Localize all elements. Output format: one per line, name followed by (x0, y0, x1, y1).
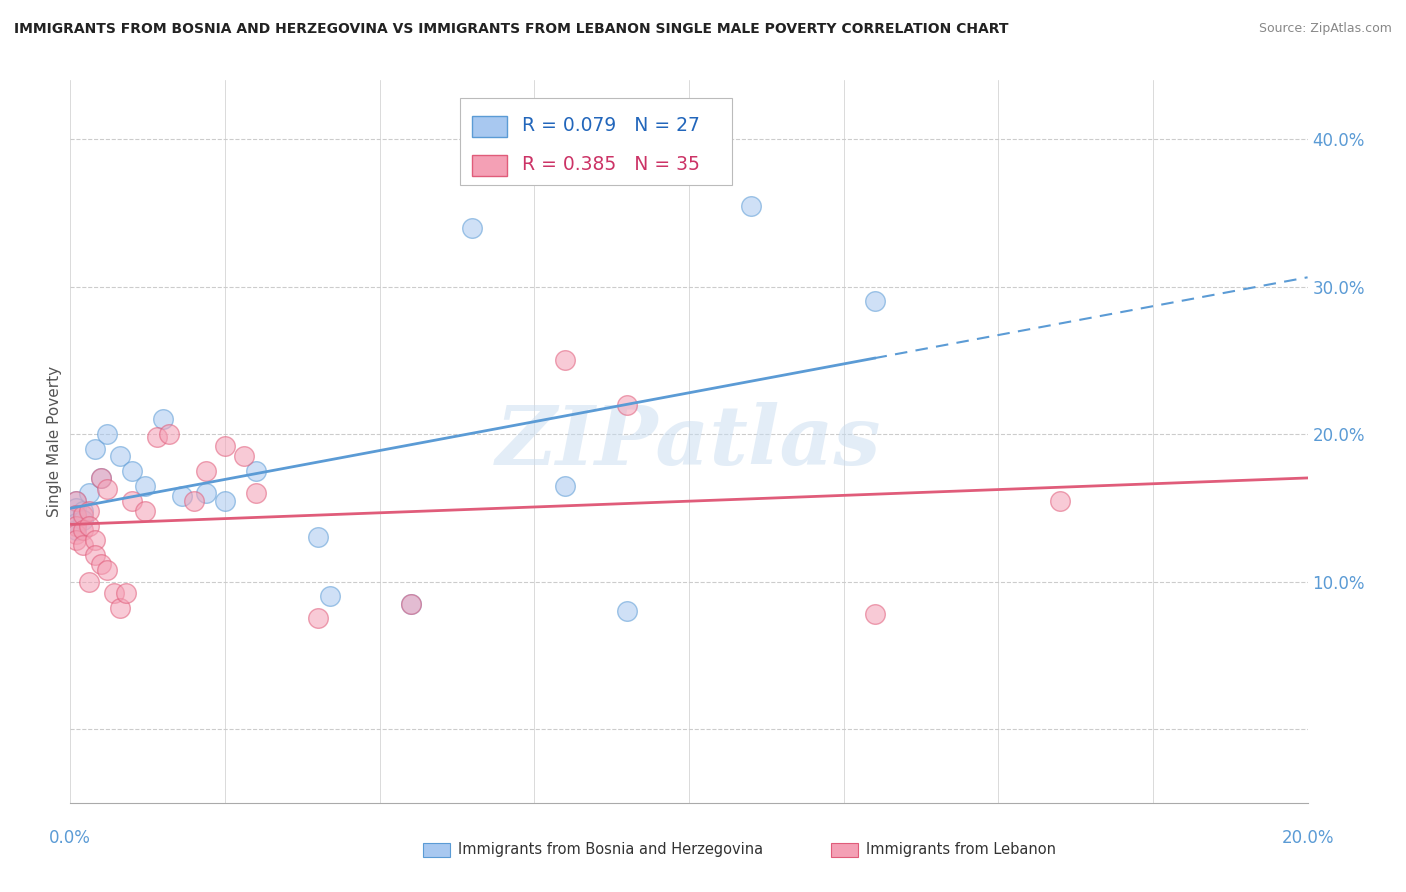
Point (108, 450, 131, 464)
Point (72, 508, 94, 523)
Point (554, 353, 576, 368)
Point (399, 597, 422, 611)
Point (307, 530, 329, 544)
Text: R = 0.079   N = 27: R = 0.079 N = 27 (522, 116, 700, 136)
Point (77, 518, 100, 533)
Point (115, 586, 138, 600)
Point (65, 500, 87, 515)
Point (863, 294, 886, 309)
Point (134, 504, 156, 518)
Point (65, 533, 87, 548)
Point (65, 527, 87, 541)
Point (245, 464, 267, 478)
Point (90, 471, 112, 485)
Point (77, 486, 100, 500)
FancyBboxPatch shape (831, 843, 859, 857)
Text: IMMIGRANTS FROM BOSNIA AND HERZEGOVINA VS IMMIGRANTS FROM LEBANON SINGLE MALE PO: IMMIGRANTS FROM BOSNIA AND HERZEGOVINA V… (14, 22, 1008, 37)
Point (146, 430, 169, 444)
Point (65, 493, 87, 508)
Point (307, 611, 329, 625)
Point (121, 464, 143, 478)
Point (245, 486, 267, 500)
Point (72, 538, 94, 552)
Text: Immigrants from Bosnia and Herzegovina: Immigrants from Bosnia and Herzegovina (457, 842, 762, 857)
Point (134, 479, 156, 493)
Point (72, 504, 94, 518)
Point (77, 504, 100, 518)
Point (90, 557, 112, 571)
Point (183, 493, 205, 508)
Point (863, 607, 886, 621)
Point (232, 450, 254, 464)
Point (461, 220, 484, 235)
Point (72, 523, 94, 537)
Point (170, 489, 193, 503)
Point (84, 442, 107, 456)
Point (65, 508, 87, 523)
Point (214, 493, 236, 508)
Text: Source: ZipAtlas.com: Source: ZipAtlas.com (1258, 22, 1392, 36)
Point (152, 412, 174, 426)
Point (65, 518, 87, 533)
Text: ZIPatlas: ZIPatlas (496, 401, 882, 482)
Point (399, 597, 422, 611)
FancyBboxPatch shape (460, 98, 733, 185)
Point (103, 586, 125, 600)
Text: R = 0.385   N = 35: R = 0.385 N = 35 (522, 155, 700, 174)
Point (195, 486, 218, 500)
Point (96, 563, 118, 577)
Text: Immigrants from Lebanon: Immigrants from Lebanon (866, 842, 1056, 857)
Point (96, 427, 118, 442)
Point (65, 523, 87, 537)
Point (84, 533, 107, 548)
FancyBboxPatch shape (472, 116, 508, 137)
Point (157, 427, 180, 442)
Point (96, 482, 118, 496)
Point (616, 398, 638, 412)
Point (554, 479, 576, 493)
Point (77, 574, 100, 589)
FancyBboxPatch shape (472, 154, 508, 177)
Point (1049, 493, 1071, 508)
Point (90, 471, 112, 485)
Point (319, 590, 342, 604)
Point (195, 464, 218, 478)
Point (108, 601, 131, 615)
Point (616, 604, 638, 618)
Text: 20.0%: 20.0% (1281, 830, 1334, 847)
Point (84, 548, 107, 562)
Point (65, 493, 87, 508)
Point (740, 199, 762, 213)
Text: 0.0%: 0.0% (49, 830, 91, 847)
Point (214, 439, 236, 453)
Point (121, 493, 143, 508)
FancyBboxPatch shape (423, 843, 450, 857)
Y-axis label: Single Male Poverty: Single Male Poverty (46, 366, 62, 517)
Point (65, 508, 87, 523)
Point (65, 516, 87, 530)
Point (72, 513, 94, 527)
